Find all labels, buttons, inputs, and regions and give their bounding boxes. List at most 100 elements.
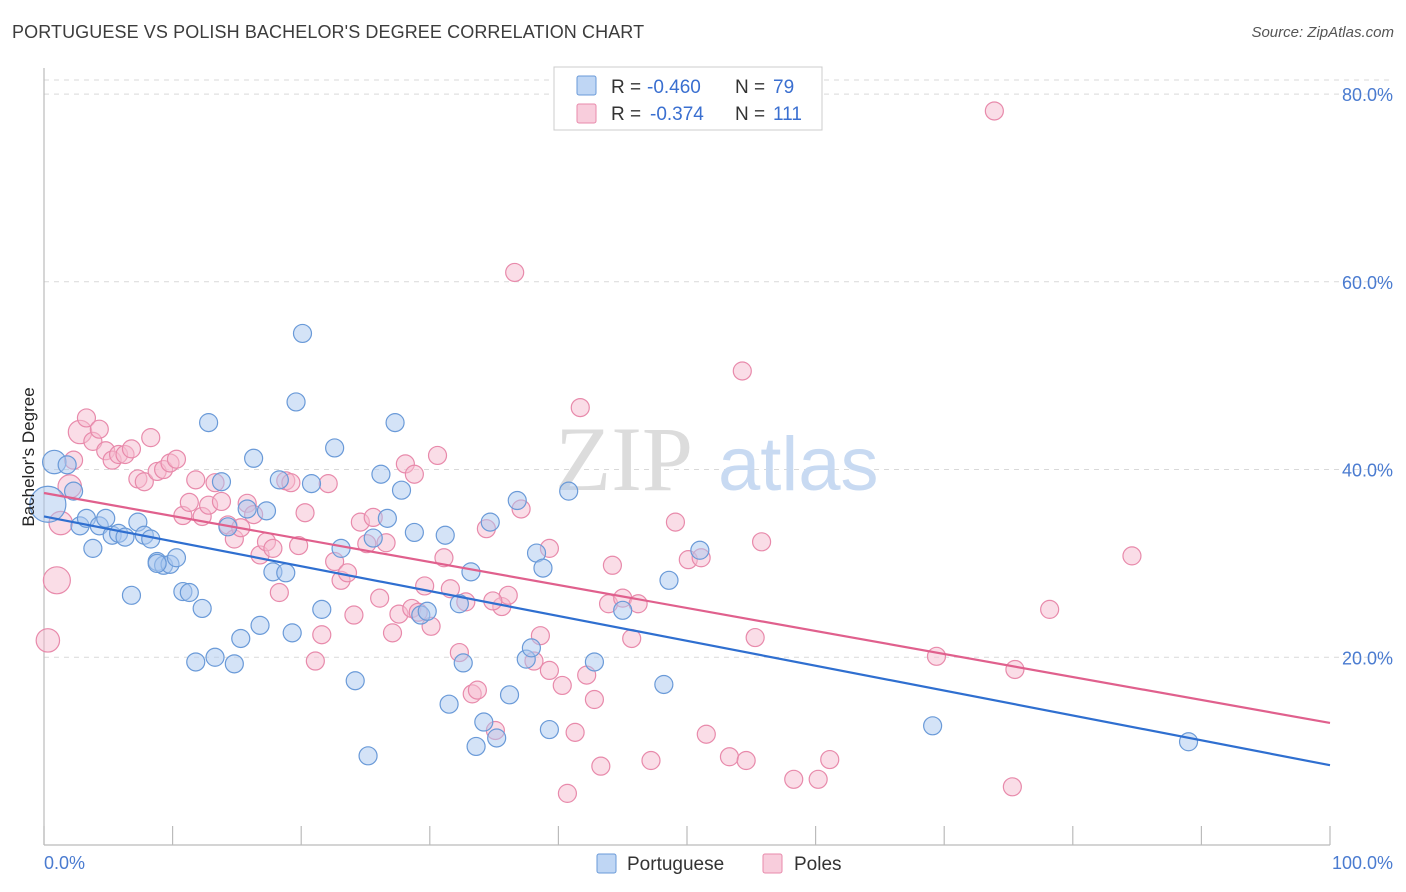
poles-point bbox=[312, 625, 332, 645]
portuguese-point bbox=[186, 652, 206, 672]
poles-point bbox=[76, 408, 97, 428]
portuguese-point bbox=[224, 654, 244, 674]
portuguese-point bbox=[192, 598, 212, 619]
legend-n-label-portuguese: N = bbox=[735, 77, 765, 98]
portuguese-point bbox=[404, 522, 424, 543]
poles-point bbox=[434, 548, 454, 568]
portuguese-point bbox=[57, 455, 77, 475]
poles-point bbox=[269, 582, 289, 603]
legend: R = -0.460 N = 79 R = -0.374 N = 111 bbox=[553, 66, 823, 131]
portuguese-point bbox=[179, 582, 199, 603]
portuguese-point bbox=[584, 652, 605, 672]
poles-point bbox=[1002, 777, 1022, 797]
poles-point bbox=[584, 689, 605, 710]
portuguese-point bbox=[417, 601, 437, 621]
y-axis-title: Bachelor's Degree bbox=[19, 387, 38, 526]
portuguese-point bbox=[613, 600, 633, 620]
portuguese-point bbox=[147, 553, 167, 574]
poles-point bbox=[820, 749, 840, 770]
poles-point bbox=[719, 747, 740, 767]
legend-box bbox=[553, 66, 823, 131]
bottom-legend: Portuguese Poles bbox=[596, 853, 842, 875]
legend-r-value-poles: -0.374 bbox=[650, 104, 704, 125]
poles-point bbox=[166, 449, 187, 469]
poles-point bbox=[570, 397, 590, 418]
portuguese-point bbox=[385, 413, 405, 433]
x-tick-label-100: 100.0% bbox=[1332, 853, 1393, 873]
portuguese-point bbox=[269, 470, 289, 490]
poles-point bbox=[134, 472, 154, 492]
poles-trend-line bbox=[43, 491, 1331, 725]
portuguese-point bbox=[205, 647, 225, 667]
portuguese-point bbox=[301, 474, 322, 494]
portuguese-point bbox=[499, 685, 520, 705]
portuguese-point bbox=[345, 671, 365, 691]
portuguese-point bbox=[474, 712, 494, 732]
poles-point bbox=[337, 563, 358, 583]
portuguese-point bbox=[256, 501, 277, 521]
source-label: Source: ZipAtlas.com bbox=[1251, 24, 1394, 41]
portuguese-point bbox=[199, 413, 219, 433]
portuguese-point bbox=[250, 615, 270, 635]
poles-point bbox=[141, 428, 161, 448]
legend-r-value-portuguese: -0.460 bbox=[647, 77, 701, 98]
poles-point bbox=[665, 512, 686, 532]
legend-swatch-portuguese bbox=[576, 75, 597, 96]
x-tick-label-0: 0.0% bbox=[44, 853, 85, 873]
poles-point bbox=[641, 750, 661, 771]
poles-point bbox=[539, 660, 559, 681]
poles-point bbox=[736, 750, 756, 771]
poles-point bbox=[179, 492, 199, 512]
poles-point bbox=[926, 646, 947, 666]
portuguese-point bbox=[166, 548, 187, 568]
portuguese-point bbox=[559, 481, 579, 501]
y-tick-label-20: 20.0% bbox=[1342, 648, 1393, 668]
trend-lines bbox=[43, 491, 1331, 767]
poles-point bbox=[1122, 546, 1142, 566]
poles-point bbox=[370, 588, 390, 608]
portuguese-point bbox=[96, 508, 116, 528]
portuguese-point bbox=[211, 472, 232, 492]
bottom-legend-swatch-poles bbox=[762, 853, 783, 874]
bottom-legend-swatch-portuguese bbox=[596, 853, 617, 874]
portuguese-point bbox=[286, 392, 306, 412]
poles-point bbox=[751, 532, 772, 552]
portuguese-point bbox=[244, 448, 264, 468]
portuguese-point bbox=[237, 499, 257, 519]
portuguese-point bbox=[533, 558, 553, 578]
poles-point bbox=[289, 535, 309, 556]
portuguese-point bbox=[449, 594, 469, 614]
poles-point bbox=[808, 769, 828, 789]
poles-point bbox=[552, 675, 572, 696]
chart-title: PORTUGUESE VS POLISH BACHELOR'S DEGREE C… bbox=[12, 22, 645, 42]
poles-point bbox=[565, 722, 585, 742]
tick-labels: 20.0% 40.0% 60.0% 80.0% 0.0% 100.0% bbox=[44, 85, 1393, 873]
legend-r-label-poles: R = bbox=[611, 104, 641, 125]
bottom-legend-label-portuguese: Portuguese bbox=[627, 854, 724, 875]
portuguese-point bbox=[521, 638, 541, 658]
poles-point bbox=[344, 605, 364, 625]
poles-point bbox=[121, 439, 142, 459]
poles-point bbox=[318, 474, 338, 494]
poles-point bbox=[591, 756, 611, 776]
poles-point bbox=[1040, 599, 1060, 619]
poles-point bbox=[602, 555, 623, 575]
y-tick-label-40: 40.0% bbox=[1342, 461, 1393, 481]
portuguese-point bbox=[1178, 732, 1199, 752]
legend-n-value-portuguese: 79 bbox=[773, 77, 794, 98]
poles-point bbox=[557, 783, 578, 803]
portuguese-point bbox=[292, 323, 313, 344]
portuguese-point bbox=[363, 528, 383, 548]
watermark-atlas: atlas bbox=[718, 422, 879, 507]
legend-swatch-poles bbox=[576, 103, 597, 124]
poles-point bbox=[263, 538, 283, 558]
watermark: ZIP atlas bbox=[555, 408, 879, 510]
portuguese-point bbox=[325, 438, 345, 458]
portuguese-point bbox=[312, 599, 332, 619]
poles-point bbox=[1005, 659, 1025, 680]
portuguese-point bbox=[63, 481, 84, 501]
portuguese-point bbox=[654, 674, 674, 695]
portuguese-point bbox=[439, 694, 459, 714]
poles-point bbox=[745, 627, 765, 648]
